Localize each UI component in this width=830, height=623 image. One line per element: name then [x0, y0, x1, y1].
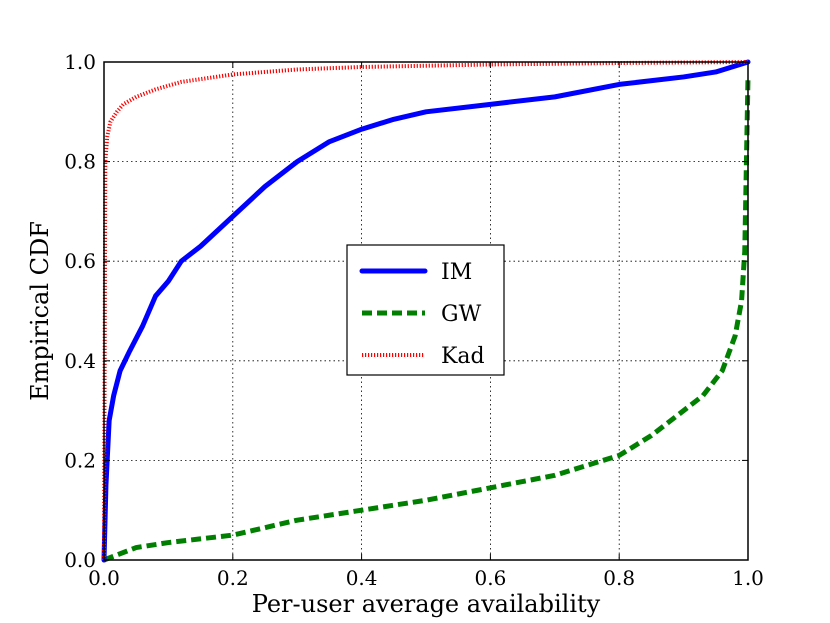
y-tick-label: 0.2: [64, 448, 96, 472]
y-tick-label: 0.8: [64, 150, 96, 174]
y-axis-label: Empirical CDF: [26, 221, 54, 401]
x-tick-label: 0.4: [346, 566, 378, 590]
x-tick-label: 1.0: [732, 566, 764, 590]
x-tick-label: 0.0: [88, 566, 120, 590]
y-tick-label: 0.4: [64, 349, 96, 373]
plot-frame: [103, 61, 749, 561]
y-tick-label: 1.0: [64, 50, 96, 74]
x-tick-label: 0.2: [217, 566, 249, 590]
legend-label-gw: GW: [441, 302, 482, 327]
x-tick-label: 0.8: [603, 566, 635, 590]
x-tick-label: 0.6: [474, 566, 506, 590]
series-line-kad: [102, 60, 749, 561]
series-line-im: [101, 59, 751, 563]
y-tick-label: 0.0: [64, 548, 96, 572]
series-line-gw: [103, 76, 751, 563]
legend-label-kad: Kad: [441, 344, 485, 369]
legend-box: [346, 244, 505, 376]
y-tick-label: 0.6: [64, 249, 96, 273]
legend: IM GW Kad: [346, 244, 505, 376]
series-layer: [101, 59, 751, 563]
x-axis-label: Per-user average availability: [252, 590, 601, 618]
ticks: 0.0 0.2 0.4 0.6 0.8 1.0 0.0 0.2 0.4 0.6 0.8 1.0: [64, 50, 764, 590]
legend-label-im: IM: [441, 260, 472, 285]
